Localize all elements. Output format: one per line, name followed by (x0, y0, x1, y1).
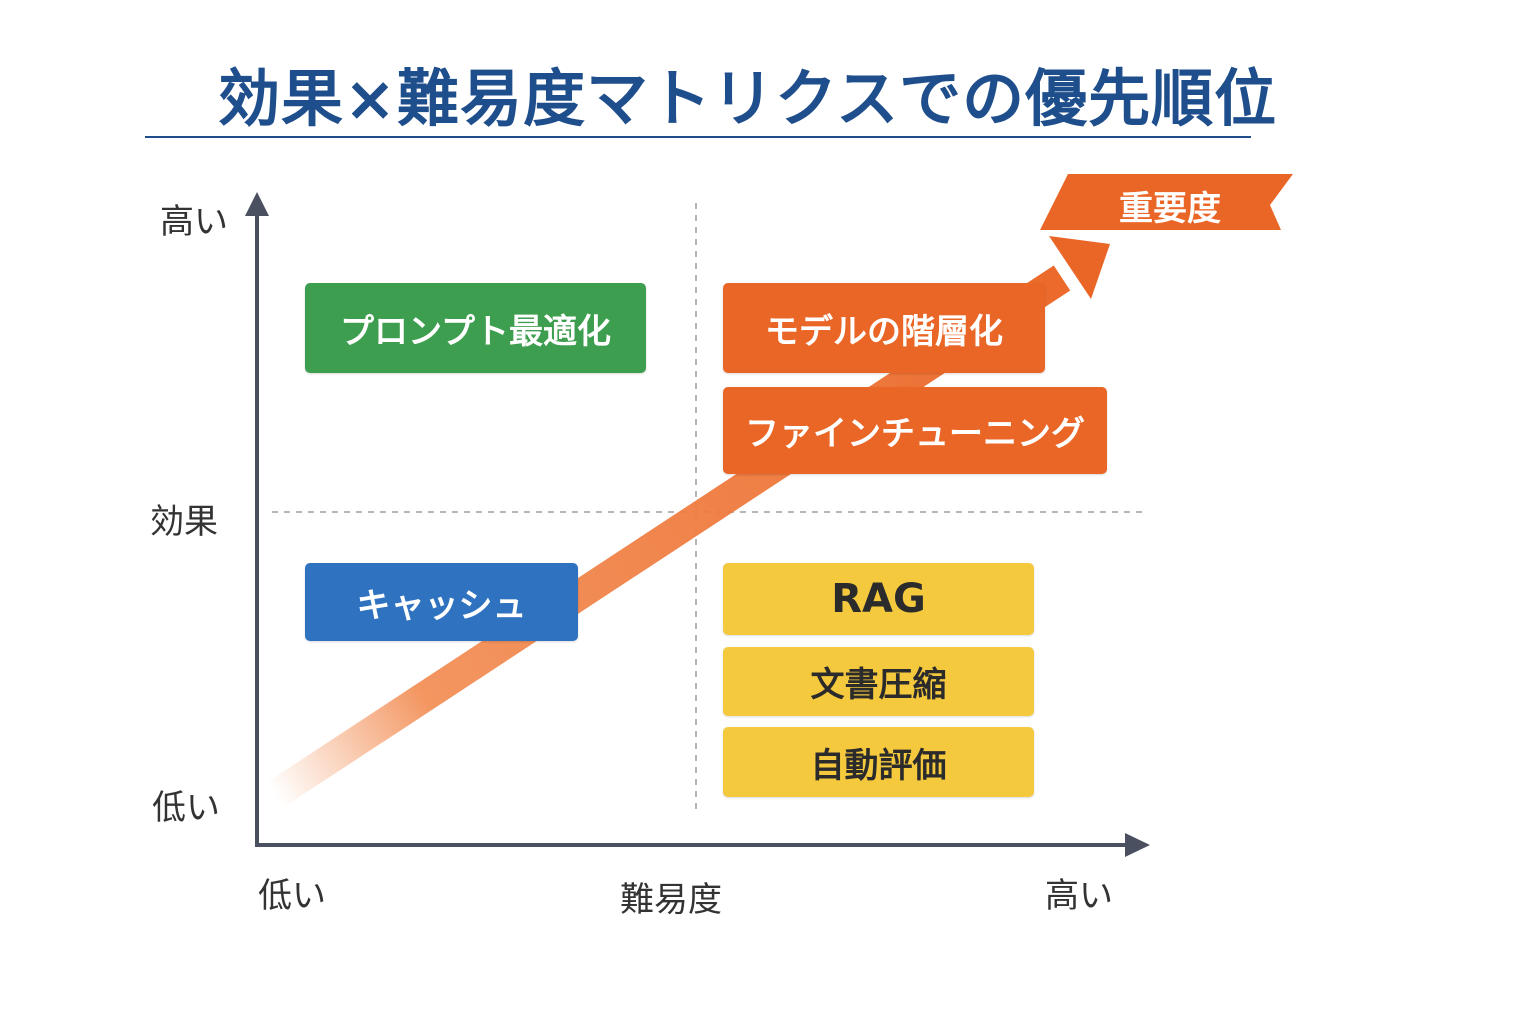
item-doc-compression: 文書圧縮 (723, 647, 1034, 716)
y-axis-high-label: 高い (160, 202, 228, 242)
item-auto-eval: 自動評価 (723, 727, 1034, 797)
importance-arrowhead (1049, 236, 1110, 299)
x-axis-title: 難易度 (620, 880, 722, 920)
page-title: 効果×難易度マトリクスでの優先順位 (218, 62, 1278, 135)
importance-ribbon (1040, 174, 1293, 230)
x-axis-low-label: 低い (258, 876, 326, 916)
y-axis-low-label: 低い (152, 788, 220, 828)
importance-label: 重要度 (1119, 188, 1221, 229)
x-axis-high-label: 高い (1045, 876, 1113, 916)
y-axis-title: 効果 (150, 502, 218, 542)
y-axis-arrowhead (245, 192, 269, 216)
item-prompt-optimization: プロンプト最適化 (305, 283, 646, 373)
x-axis-arrowhead (1125, 833, 1150, 857)
item-cache: キャッシュ (305, 563, 578, 641)
item-rag: RAG (723, 563, 1034, 635)
item-model-tiering: モデルの階層化 (723, 283, 1045, 373)
item-fine-tuning: ファインチューニング (723, 387, 1107, 474)
title-underline (145, 136, 1251, 138)
